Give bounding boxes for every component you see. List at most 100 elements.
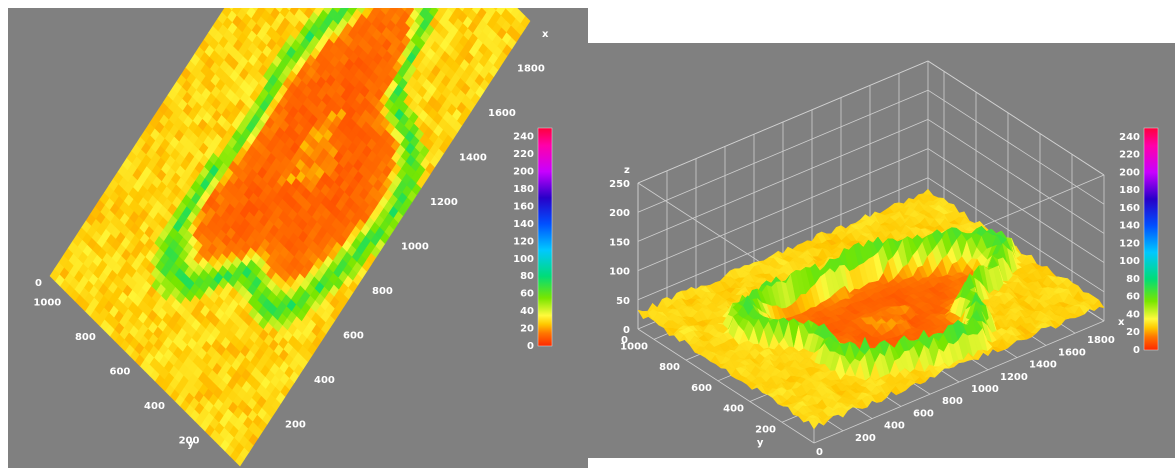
surface-cell bbox=[505, 8, 515, 14]
surface-cell bbox=[289, 8, 300, 16]
x-axis-tick-label: 400 bbox=[884, 421, 905, 432]
x-axis-tick-label: 1000 bbox=[971, 384, 999, 395]
grid-line bbox=[927, 177, 1105, 293]
surface-cell bbox=[346, 8, 357, 16]
surface-cell bbox=[459, 8, 465, 12]
z-axis-tick-label: 200 bbox=[609, 208, 630, 219]
surface-cell bbox=[245, 8, 257, 19]
right-colorbar-tick: 180 bbox=[1119, 185, 1140, 196]
surface-cell bbox=[510, 8, 521, 19]
left-colorbar-tick: 160 bbox=[513, 201, 534, 212]
x-axis-tick-label: 1000 bbox=[401, 242, 429, 253]
y-axis-tick-label: 1000 bbox=[620, 341, 648, 352]
x-axis-tick-label: 1400 bbox=[459, 153, 487, 164]
grid-line bbox=[637, 119, 929, 242]
surface-cell bbox=[231, 8, 242, 16]
grid-line bbox=[927, 89, 1105, 205]
surface-cell bbox=[361, 8, 372, 19]
x-axis-tick-label: 600 bbox=[343, 331, 364, 342]
surface-cell bbox=[436, 8, 440, 11]
surface-cell bbox=[263, 8, 267, 10]
left-colorbar-tick: 100 bbox=[513, 254, 534, 265]
surface-cell bbox=[286, 8, 292, 11]
surface-cell bbox=[236, 8, 247, 21]
left-colorbar-tick: 40 bbox=[520, 306, 534, 317]
surface-cell bbox=[240, 8, 250, 14]
surface-cell bbox=[442, 8, 454, 21]
right-colorbar-tick: 160 bbox=[1119, 203, 1140, 214]
x-axis-tick-label: 1400 bbox=[1029, 360, 1057, 371]
surface-cell bbox=[413, 8, 424, 15]
grid-line bbox=[927, 119, 1105, 234]
x-axis-tick-label: 200 bbox=[855, 433, 876, 444]
right-colorbar-tick: 200 bbox=[1119, 167, 1140, 178]
left-colorbar: 0 20 40 60 80 100 120 140 160 180 200 220 240 bbox=[513, 127, 553, 352]
right-colorbar-tick: 80 bbox=[1126, 274, 1140, 285]
grid-line bbox=[927, 148, 1105, 263]
right-colorbar-tick: 0 bbox=[1133, 345, 1140, 356]
surface-cell bbox=[418, 8, 430, 20]
y-origin-label: 0 bbox=[621, 335, 628, 346]
y-axis-tick-label: 800 bbox=[659, 362, 680, 373]
surface-cell bbox=[428, 8, 439, 18]
x-axis-tick-label: 1600 bbox=[1058, 347, 1086, 358]
left-colorbar-tick: 60 bbox=[520, 289, 534, 300]
left-colorbar-tick: 20 bbox=[520, 324, 534, 335]
left-colorbar-gradient bbox=[537, 127, 553, 347]
right-colorbar-gradient bbox=[1143, 127, 1159, 351]
surface-cell bbox=[461, 8, 473, 17]
y-axis-tick-label: 200 bbox=[179, 435, 200, 446]
surface-cell bbox=[378, 8, 382, 10]
grid-line bbox=[637, 328, 815, 444]
surface-top-view-chart: 2004006008001000120014001600180020040060… bbox=[33, 8, 553, 467]
grid-line bbox=[637, 148, 929, 271]
surface-cell bbox=[447, 8, 457, 14]
y-axis-tick-label: 600 bbox=[109, 366, 130, 377]
grid-line bbox=[637, 60, 929, 184]
left-colorbar-tick: 120 bbox=[513, 236, 534, 247]
surface-cell bbox=[298, 8, 308, 14]
y-axis-label: y bbox=[187, 439, 194, 450]
y-axis-tick-label: 200 bbox=[755, 424, 776, 435]
z-axis-tick-label: 0 bbox=[623, 325, 630, 336]
surface-cell bbox=[493, 8, 498, 11]
grid-line bbox=[927, 60, 1105, 176]
origin-label: 0 bbox=[816, 447, 823, 458]
surface-cell bbox=[380, 8, 391, 15]
z-axis-tick-label: 150 bbox=[609, 237, 630, 248]
surface-cell bbox=[404, 8, 415, 16]
surface-cell bbox=[471, 8, 482, 15]
left-colorbar-tick: 80 bbox=[520, 271, 534, 282]
plot-panel-top-view: 200 400 600 800 1000 1200 1400 1600 1800 200 400 60… bbox=[8, 8, 588, 468]
surface-cell bbox=[252, 8, 259, 12]
y-axis-tick-label: 400 bbox=[144, 401, 165, 412]
left-colorbar-tick: 0 bbox=[527, 341, 534, 352]
surface-cell bbox=[482, 8, 490, 13]
surface-cell bbox=[332, 8, 341, 13]
x-axis-tick-label: 1800 bbox=[517, 64, 545, 75]
grid-line bbox=[637, 89, 929, 213]
surface-cell bbox=[1093, 299, 1105, 309]
surface-cell bbox=[313, 8, 324, 17]
surface-cell bbox=[337, 8, 348, 18]
right-colorbar-tick: 220 bbox=[1119, 150, 1140, 161]
x-axis-tick-label: 1200 bbox=[1000, 372, 1028, 383]
grid-line bbox=[637, 177, 929, 301]
right-colorbar-tick: 100 bbox=[1119, 256, 1140, 267]
y-origin-label: 0 bbox=[35, 278, 42, 289]
y-axis-tick-label: 600 bbox=[691, 383, 712, 394]
x-axis-label: x bbox=[1118, 317, 1125, 328]
x-axis-tick-label: 1600 bbox=[488, 108, 516, 119]
plot-panel-3d-view: 0 50 100 150 200 250 z 200 400 600 800 1000 1200 1400… bbox=[588, 43, 1175, 458]
surface-cell bbox=[303, 8, 314, 19]
surface-cell bbox=[344, 8, 349, 11]
surface-cell bbox=[452, 8, 463, 19]
3d-surface bbox=[637, 188, 1105, 430]
x-axis-tick-label: 200 bbox=[285, 420, 306, 431]
z-axis-label: z bbox=[624, 165, 630, 176]
surface-3d-view-chart: 050100150200250z200400600800100012001400… bbox=[609, 60, 1159, 458]
surface-cell bbox=[495, 8, 506, 16]
left-colorbar-tick: 200 bbox=[513, 167, 534, 178]
x-axis-tick-label: 400 bbox=[314, 375, 335, 386]
surface-cell bbox=[279, 8, 290, 18]
